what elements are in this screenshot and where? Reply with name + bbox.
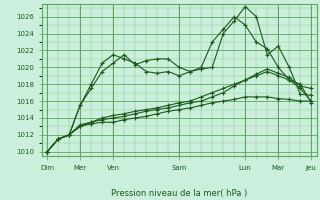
- X-axis label: Pression niveau de la mer( hPa ): Pression niveau de la mer( hPa ): [111, 189, 247, 198]
